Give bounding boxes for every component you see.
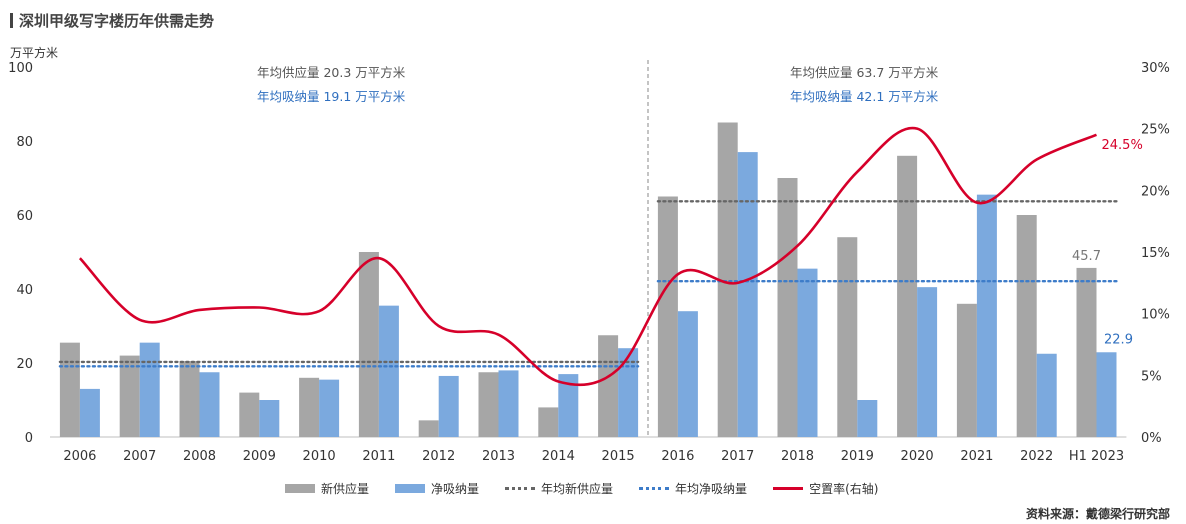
bar-absorption [199, 372, 220, 437]
legend-label-vacancy: 空置率(右轴) [809, 482, 879, 496]
y2-tick-label: 20% [1141, 184, 1170, 199]
x-tick-label: 2015 [602, 449, 635, 464]
x-tick-label: 2016 [661, 449, 694, 464]
chart-title: 深圳甲级写字楼历年供需走势 [10, 10, 214, 31]
bar-absorption [558, 374, 579, 437]
x-tick-label: 2013 [482, 449, 515, 464]
bar-supply [478, 372, 499, 437]
legend-label-avg-absorption: 年均净吸纳量 [675, 482, 748, 496]
legend-swatch-vacancy [773, 487, 804, 490]
y2-tick-label: 5% [1141, 369, 1162, 384]
left-avg-absorption-annotation: 年均吸纳量 19.1 万平方米 [257, 89, 406, 104]
legend-label-supply: 新供应量 [321, 482, 370, 496]
right-avg-supply-annotation: 年均供应量 63.7 万平方米 [790, 65, 939, 80]
bar-supply [777, 178, 798, 437]
bar-supply [299, 377, 320, 437]
bar-absorption [618, 348, 639, 437]
bar-absorption [677, 311, 698, 437]
bar-absorption [259, 400, 280, 437]
y-tick-label: 100 [8, 61, 33, 76]
bar-supply [179, 361, 200, 437]
legend-swatch-absorption [395, 484, 426, 493]
bar-absorption [319, 379, 340, 437]
bar-supply [418, 420, 439, 437]
bar-supply [598, 335, 619, 437]
x-tick-label: 2019 [841, 449, 874, 464]
legend-item-avg-absorption: 年均净吸纳量 [639, 480, 747, 497]
y-tick-label: 40 [16, 283, 33, 298]
y2-tick-label: 30% [1141, 61, 1170, 76]
bar-absorption [1096, 352, 1117, 437]
x-tick-label: 2010 [303, 449, 336, 464]
x-tick-label: 2018 [781, 449, 814, 464]
bar-supply [358, 252, 379, 437]
legend-swatch-supply [285, 484, 315, 493]
x-tick-label: 2007 [123, 449, 156, 464]
bar-absorption [378, 305, 399, 437]
y-tick-label: 0 [25, 431, 33, 446]
x-tick-label: 2006 [63, 449, 96, 464]
legend-label-avg-supply: 年均新供应量 [541, 482, 614, 496]
chart-title-text: 深圳甲级写字楼历年供需走势 [19, 12, 215, 30]
bar-supply [1076, 267, 1097, 437]
bar-supply [1016, 215, 1037, 437]
chart-legend: 新供应量 净吸纳量 年均新供应量 年均净吸纳量 空置率(右轴) [285, 480, 904, 497]
bar-supply [538, 407, 559, 437]
x-tick-label: 2017 [721, 449, 754, 464]
bar-supply [59, 342, 80, 437]
bar-supply [657, 196, 678, 437]
bar-absorption [917, 287, 938, 437]
y2-tick-label: 10% [1141, 308, 1170, 323]
legend-swatch-avg-absorption [639, 487, 670, 490]
title-accent-bar [10, 13, 13, 28]
x-tick-label: H1 2023 [1069, 449, 1124, 464]
source-note: 资料来源：戴德梁行研究部 [1025, 507, 1170, 521]
bar-absorption [737, 152, 758, 437]
bar-absorption [797, 268, 818, 437]
legend-label-absorption: 净吸纳量 [431, 482, 480, 496]
data-label-supply-last: 45.7 [1072, 249, 1101, 264]
legend-swatch-avg-supply [505, 487, 536, 490]
legend-item-supply: 新供应量 [285, 480, 369, 497]
bar-supply [956, 303, 977, 437]
legend-item-vacancy: 空置率(右轴) [773, 480, 878, 497]
x-tick-label: 2020 [901, 449, 934, 464]
y-tick-label: 60 [16, 209, 33, 224]
bar-absorption [438, 375, 459, 437]
y-tick-label: 80 [16, 135, 33, 150]
left-avg-supply-annotation: 年均供应量 20.3 万平方米 [257, 65, 406, 80]
x-tick-label: 2009 [243, 449, 276, 464]
data-label-vacancy-last: 24.5% [1102, 138, 1143, 153]
bar-absorption [857, 400, 878, 437]
x-tick-label: 2022 [1020, 449, 1053, 464]
bar-supply [717, 122, 738, 437]
bar-absorption [498, 370, 519, 437]
bar-absorption [976, 194, 997, 437]
data-label-absorption-last: 22.9 [1104, 332, 1133, 347]
vacancy-line [78, 126, 1097, 387]
y-axis-unit-label: 万平方米 [10, 45, 58, 60]
bar-supply [837, 237, 858, 437]
right-avg-absorption-annotation: 年均吸纳量 42.1 万平方米 [790, 89, 939, 104]
bar-absorption [139, 342, 160, 437]
bar-supply [897, 155, 918, 438]
bar-supply [239, 392, 260, 437]
x-tick-label: 2021 [960, 449, 993, 464]
y-tick-label: 20 [16, 357, 33, 372]
legend-item-avg-supply: 年均新供应量 [505, 480, 613, 497]
y2-tick-label: 15% [1141, 246, 1170, 261]
x-tick-label: 2008 [183, 449, 216, 464]
bar-absorption [1036, 353, 1057, 437]
x-tick-label: 2014 [542, 449, 575, 464]
x-tick-label: 2011 [362, 449, 395, 464]
y2-tick-label: 25% [1141, 123, 1170, 138]
x-tick-label: 2012 [422, 449, 455, 464]
bar-supply [119, 355, 140, 437]
bar-absorption [79, 388, 100, 437]
legend-item-absorption: 净吸纳量 [395, 480, 479, 497]
y2-tick-label: 0% [1141, 431, 1162, 446]
